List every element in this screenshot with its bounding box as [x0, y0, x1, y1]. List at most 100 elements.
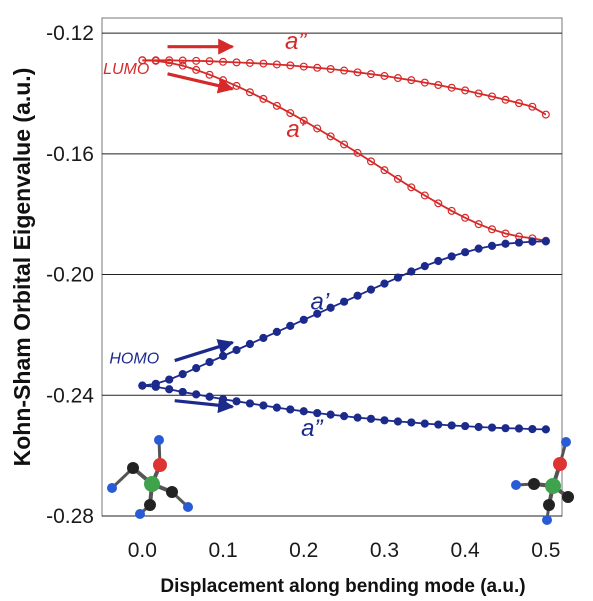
series-line-2	[142, 59, 547, 242]
x-tick-labels: 0.0 0.1 0.2 0.3 0.4 0.5	[128, 539, 561, 562]
data-point	[165, 385, 174, 394]
data-point	[501, 229, 510, 238]
data-point	[272, 327, 281, 336]
data-point	[313, 124, 322, 133]
data-point	[178, 61, 187, 70]
data-point	[434, 420, 443, 429]
data-point	[380, 166, 389, 175]
y-axis-title: Kohn-Sham Orbital Eigenvalue (a.u.)	[9, 68, 35, 467]
data-point	[340, 140, 349, 149]
gridlines	[102, 32, 562, 517]
data-point	[447, 206, 456, 215]
data-point	[165, 56, 174, 65]
data-point	[286, 321, 295, 330]
data-point	[205, 57, 214, 66]
data-point	[218, 395, 228, 404]
data-point	[380, 279, 389, 288]
data-point	[340, 66, 349, 75]
data-point	[501, 424, 510, 433]
data-point	[514, 238, 524, 247]
data-point	[447, 421, 456, 430]
data-point	[447, 252, 456, 261]
data-point	[138, 56, 147, 65]
x-tick-label: 0.0	[128, 539, 157, 562]
data-point	[393, 273, 403, 282]
data-point	[487, 423, 497, 432]
data-point	[245, 339, 255, 349]
data-point	[393, 74, 402, 83]
data-point	[151, 382, 160, 391]
data-point	[393, 417, 403, 426]
homo-label: HOMO	[109, 351, 159, 368]
data-point	[192, 56, 201, 65]
data-point	[501, 95, 510, 104]
data-point	[461, 248, 470, 257]
data-point	[407, 76, 416, 85]
data-point	[407, 418, 416, 427]
data-point	[286, 109, 295, 118]
y-tick-label: -0.20	[46, 264, 94, 287]
data-point	[461, 213, 470, 222]
data-point	[420, 191, 429, 200]
data-point	[434, 199, 443, 208]
data-point	[326, 65, 335, 74]
data-point	[541, 110, 550, 119]
data-point	[340, 297, 349, 306]
data-point	[178, 370, 187, 379]
data-point	[528, 102, 537, 111]
data-point	[488, 225, 497, 234]
series-points	[138, 56, 550, 434]
data-point	[366, 285, 376, 294]
data-point	[353, 68, 362, 77]
orbital-symmetry-label: a’	[311, 288, 330, 315]
data-point	[299, 407, 308, 416]
data-point	[313, 63, 322, 72]
data-point	[192, 65, 201, 74]
annotation-arrows	[167, 38, 235, 414]
data-point	[178, 56, 187, 65]
data-point	[272, 60, 281, 69]
data-point	[272, 403, 281, 412]
data-point	[541, 237, 550, 246]
data-point	[434, 81, 443, 90]
data-point	[326, 303, 335, 312]
data-point	[461, 421, 470, 431]
molecule-right-icon	[511, 437, 574, 525]
data-point	[340, 411, 349, 421]
data-point	[501, 239, 510, 248]
data-point	[232, 58, 241, 67]
data-point	[420, 419, 429, 428]
data-point	[380, 416, 389, 425]
data-point	[407, 267, 416, 276]
data-point	[474, 244, 483, 253]
data-point	[326, 132, 335, 141]
annotation-arrow	[174, 397, 235, 414]
data-point	[219, 76, 228, 85]
data-point	[541, 425, 550, 434]
data-point	[286, 61, 295, 70]
x-tick-label: 0.4	[451, 539, 481, 562]
data-point	[366, 70, 375, 79]
data-point	[232, 81, 241, 90]
data-point	[259, 59, 268, 68]
orbital-symmetry-label: a”	[301, 415, 323, 442]
y-tick-labels: -0.12 -0.16 -0.20 -0.24 -0.28	[46, 22, 94, 528]
orbital-symmetry-label: a”	[285, 28, 307, 55]
data-point	[232, 397, 241, 406]
x-tick-label: 0.5	[531, 539, 560, 562]
data-point	[313, 309, 322, 318]
data-point	[286, 405, 295, 414]
y-tick-label: -0.16	[46, 143, 94, 166]
orbital-symmetry-label: a’	[286, 116, 305, 143]
data-point	[514, 99, 523, 108]
x-tick-label: 0.3	[370, 539, 399, 562]
data-point	[165, 375, 174, 384]
series-line-1	[142, 59, 547, 116]
data-point	[299, 116, 308, 125]
data-point	[326, 410, 335, 419]
data-point	[420, 78, 429, 87]
data-point	[407, 183, 416, 192]
data-point	[259, 401, 268, 410]
data-point	[461, 86, 470, 95]
lumo-label: LUMO	[103, 61, 149, 78]
